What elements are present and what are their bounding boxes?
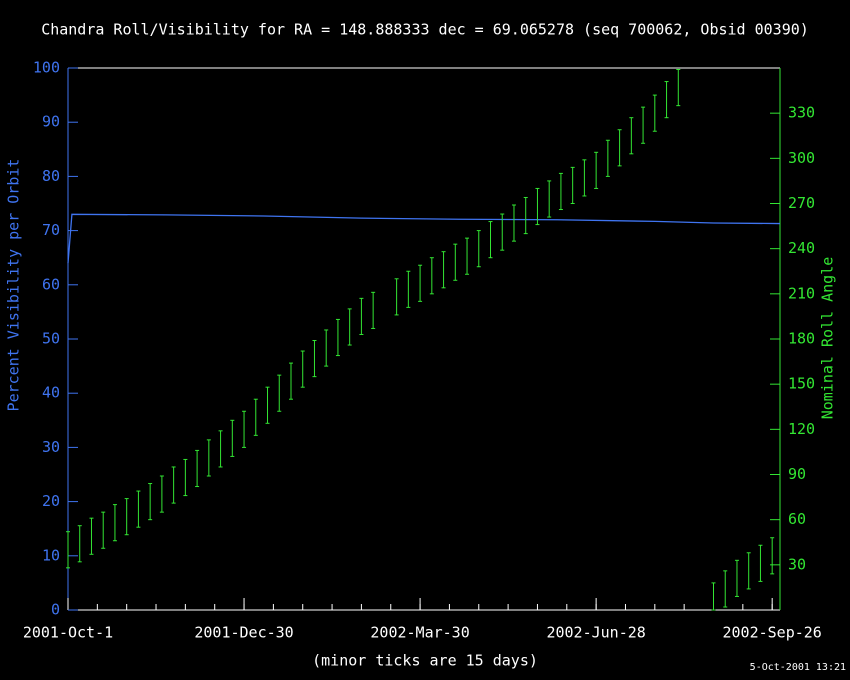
y-tick-label: 50 bbox=[42, 330, 60, 348]
y2-tick-label: 30 bbox=[788, 555, 806, 573]
roll-range bbox=[429, 257, 434, 295]
roll-range bbox=[652, 94, 657, 132]
roll-range bbox=[547, 180, 552, 218]
x-tick-label: 2002-Mar-30 bbox=[370, 624, 469, 642]
roll-range bbox=[465, 237, 470, 275]
roll-range bbox=[394, 278, 399, 316]
roll-range bbox=[641, 106, 646, 144]
roll-range bbox=[664, 81, 669, 119]
roll-range bbox=[183, 458, 188, 497]
roll-range bbox=[300, 350, 305, 388]
roll-range bbox=[734, 559, 739, 597]
roll-range bbox=[335, 318, 340, 357]
roll-range bbox=[77, 525, 82, 563]
roll-range bbox=[629, 117, 634, 155]
y-tick-label: 10 bbox=[42, 546, 60, 564]
roll-range bbox=[148, 483, 153, 521]
roll-range bbox=[359, 297, 364, 335]
roll-range bbox=[277, 374, 282, 412]
y-tick-label: 60 bbox=[42, 275, 60, 293]
y-tick-label: 90 bbox=[42, 113, 60, 131]
x-tick-label: 2002-Jun-28 bbox=[546, 624, 645, 642]
roll-range bbox=[770, 537, 775, 575]
roll-range bbox=[418, 264, 423, 302]
roll-range bbox=[711, 582, 716, 611]
visibility-line bbox=[67, 213, 781, 264]
roll-range bbox=[523, 196, 528, 235]
roll-range bbox=[112, 504, 117, 542]
roll-range bbox=[89, 517, 94, 555]
y2-tick-label: 330 bbox=[788, 104, 815, 122]
y2-tick-label: 210 bbox=[788, 284, 815, 302]
y-tick-label: 20 bbox=[42, 492, 60, 510]
roll-range bbox=[66, 531, 70, 569]
chart-title: Chandra Roll/Visibility for RA = 148.888… bbox=[41, 21, 809, 39]
roll-range bbox=[347, 308, 352, 346]
roll-range bbox=[758, 544, 763, 582]
y2-tick-label: 60 bbox=[788, 510, 806, 528]
y2-axis-label: Nominal Roll Angle bbox=[819, 257, 837, 420]
y2-tick-label: 300 bbox=[788, 149, 815, 167]
roll-range bbox=[594, 151, 599, 189]
y-axis-label: Percent Visibility per Orbit bbox=[5, 159, 23, 412]
y2-tick-label: 90 bbox=[788, 465, 806, 483]
roll-range bbox=[558, 172, 563, 211]
roll-range bbox=[570, 166, 575, 204]
roll-range bbox=[159, 475, 164, 513]
roll-range bbox=[206, 439, 211, 477]
roll-range bbox=[605, 139, 610, 177]
x-axis-label: (minor ticks are 15 days) bbox=[312, 652, 538, 670]
x-tick-label: 2001-Dec-30 bbox=[194, 624, 293, 642]
y2-tick-label: 240 bbox=[788, 239, 815, 257]
roll-range bbox=[265, 386, 270, 424]
y2-tick-label: 150 bbox=[788, 375, 815, 393]
footer: 5-Oct-2001 13:21 bbox=[750, 662, 846, 673]
roll-range bbox=[441, 251, 446, 289]
roll-range bbox=[582, 159, 587, 197]
roll-range bbox=[535, 187, 540, 226]
roll-range bbox=[511, 204, 516, 242]
roll-range bbox=[371, 291, 376, 329]
roll-range bbox=[195, 449, 200, 488]
y2-tick-label: 120 bbox=[788, 420, 815, 438]
roll-range bbox=[312, 340, 317, 378]
y-tick-label: 30 bbox=[42, 438, 60, 456]
roll-range bbox=[676, 69, 681, 107]
y-tick-label: 100 bbox=[33, 59, 60, 77]
roll-range bbox=[617, 129, 622, 167]
roll-range bbox=[500, 213, 505, 251]
roll-range bbox=[242, 410, 247, 448]
y-tick-label: 40 bbox=[42, 384, 60, 402]
y-tick-label: 70 bbox=[42, 221, 60, 239]
roll-range bbox=[253, 398, 258, 436]
roll-range bbox=[101, 511, 106, 549]
roll-range bbox=[453, 243, 458, 281]
y2-tick-label: 180 bbox=[788, 330, 815, 348]
roll-range bbox=[723, 570, 728, 608]
roll-range bbox=[288, 362, 293, 400]
roll-range bbox=[746, 552, 751, 590]
roll-range bbox=[171, 466, 176, 504]
roll-range bbox=[136, 490, 141, 528]
roll-range bbox=[218, 430, 223, 468]
roll-range bbox=[124, 498, 129, 536]
roll-range bbox=[406, 270, 411, 308]
roll-range bbox=[488, 221, 493, 259]
y-tick-label: 80 bbox=[42, 167, 60, 185]
y2-tick-label: 270 bbox=[788, 194, 815, 212]
roll-range bbox=[230, 419, 235, 457]
x-tick-label: 2002-Sep-26 bbox=[723, 624, 822, 642]
roll-range bbox=[324, 329, 329, 367]
y-tick-label: 0 bbox=[51, 601, 60, 619]
roll-range bbox=[476, 230, 481, 268]
x-tick-label: 2001-Oct-1 bbox=[23, 624, 113, 642]
